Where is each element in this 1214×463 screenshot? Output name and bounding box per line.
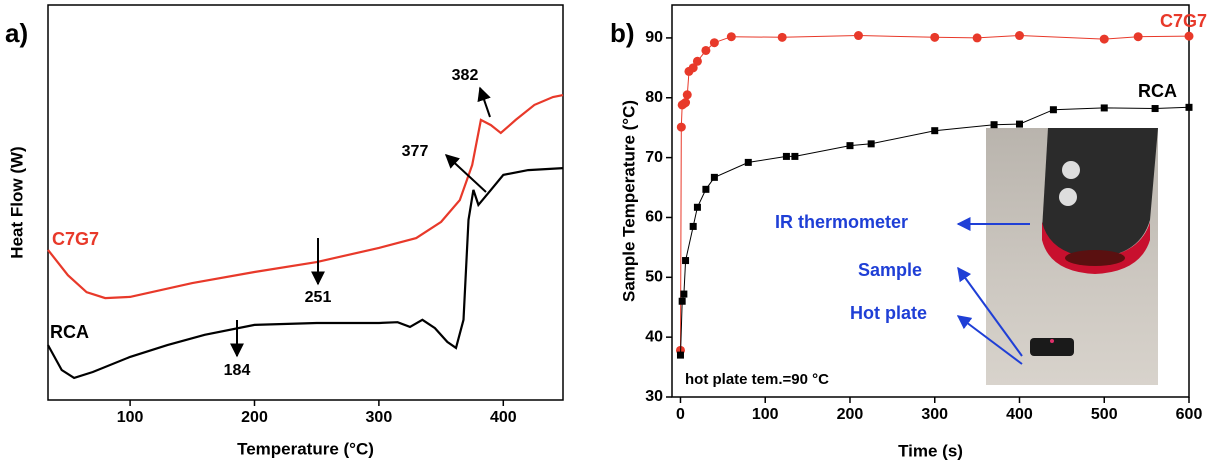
x-tick-label: 300 [921, 406, 948, 423]
data-point [1100, 104, 1108, 112]
x-axis-title: Temperature (°C) [237, 439, 374, 458]
annotation-arrow [957, 266, 1023, 357]
series-label: RCA [1138, 81, 1177, 101]
data-point [744, 158, 752, 166]
annotation: Hot plate [850, 303, 927, 323]
data-point [1099, 34, 1109, 44]
y-tick-label: 60 [645, 209, 663, 226]
data-point [676, 122, 686, 132]
data-point [1184, 31, 1194, 41]
photo-inset [986, 128, 1158, 385]
data-point [867, 140, 875, 148]
data-point [692, 56, 702, 66]
series-label: C7G7 [52, 229, 99, 249]
x-tick-label: 100 [117, 409, 144, 426]
plot-frame [47, 4, 564, 401]
data-point [782, 152, 790, 160]
data-point [930, 32, 940, 42]
y-axis-title: Heat Flow (W) [7, 146, 26, 258]
data-point [1133, 32, 1143, 42]
x-tick-label: 400 [1006, 406, 1033, 423]
series-line [680, 106, 1190, 356]
data-point [990, 121, 998, 129]
data-point [710, 173, 718, 181]
annotation: Sample [858, 260, 922, 280]
data-point [1014, 31, 1024, 41]
series-line [47, 167, 564, 380]
y-tick-label: 30 [645, 388, 663, 405]
data-point [1185, 103, 1193, 111]
y-axis-title: Sample Temperature (°C) [619, 100, 638, 302]
x-tick-label: 300 [366, 409, 393, 426]
data-point [853, 31, 863, 41]
data-point [682, 257, 690, 265]
series-line [47, 94, 564, 300]
data-point [689, 222, 697, 230]
panel-label: a) [5, 18, 28, 48]
data-point [931, 127, 939, 135]
annotation-arrow [477, 86, 491, 118]
y-tick-label: 40 [645, 328, 663, 345]
y-tick-label: 70 [645, 149, 663, 166]
annotation-arrow [444, 154, 487, 193]
x-tick-label: 200 [241, 409, 268, 426]
x-tick-label: 600 [1176, 406, 1203, 423]
data-point [702, 185, 710, 193]
data-point [701, 45, 711, 55]
data-point [709, 38, 719, 48]
data-point [676, 351, 684, 359]
panel: 100 200 300 400 Temperature (°C) Heat Flow (W… [5, 4, 564, 458]
annotation: IR thermometer [775, 212, 908, 232]
data-point [1049, 106, 1057, 114]
data-point [680, 290, 688, 298]
data-point [681, 98, 691, 108]
y-tick-label: 80 [645, 89, 663, 106]
x-tick-label: 200 [837, 406, 864, 423]
series-label: C7G7 [1160, 11, 1207, 31]
x-axis-title: Time (s) [898, 441, 963, 460]
annotation-arrow [956, 315, 1023, 365]
data-point [791, 152, 799, 160]
data-point [846, 142, 854, 150]
data-point [682, 90, 692, 100]
data-point [678, 297, 686, 305]
annotation: hot plate tem.=90 °C [685, 371, 829, 388]
data-point [972, 33, 982, 43]
data-point [726, 32, 736, 42]
series-label: RCA [50, 322, 89, 342]
data-point [693, 203, 701, 211]
x-tick-label: 100 [752, 406, 779, 423]
annotation: 382 [452, 67, 479, 84]
data-point [1151, 105, 1159, 113]
panel: 0 100 200 300 400 500 600 30 40 50 60 70 80 90 Time (s… [610, 4, 1207, 460]
y-tick-label: 90 [645, 29, 663, 46]
data-point [688, 63, 698, 73]
x-tick-label: 0 [676, 406, 685, 423]
data-point [777, 32, 787, 42]
y-tick-label: 50 [645, 269, 663, 286]
plot-frame [671, 4, 1190, 398]
x-tick-label: 400 [490, 409, 517, 426]
data-point [1015, 120, 1023, 128]
x-tick-label: 500 [1091, 406, 1118, 423]
annotation: 184 [224, 362, 251, 379]
annotation: 377 [402, 143, 429, 160]
panel-label: b) [610, 18, 635, 48]
annotation: 251 [305, 289, 332, 306]
